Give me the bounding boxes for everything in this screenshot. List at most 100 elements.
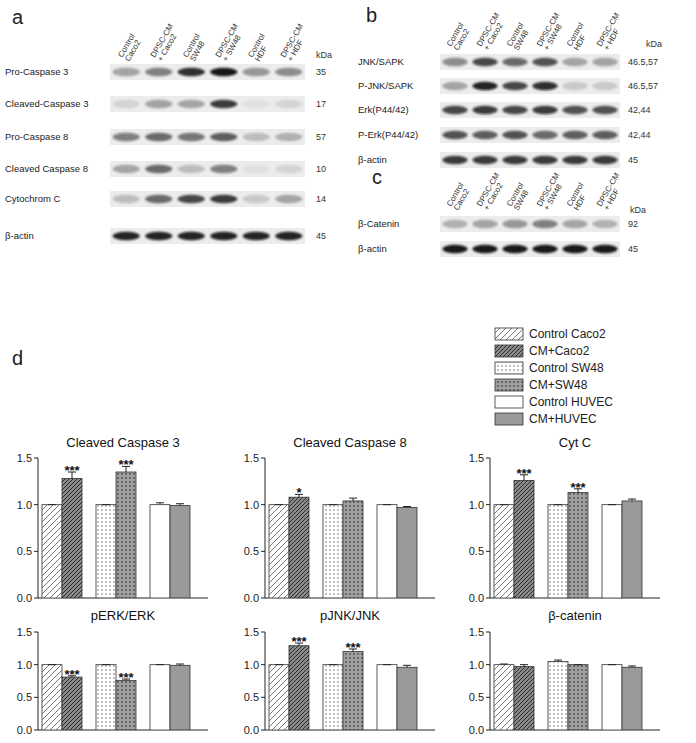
bar-pattern	[96, 505, 116, 598]
legend-swatch-pattern	[495, 379, 523, 391]
y-tick	[34, 730, 38, 731]
y-tick-label: 1.0	[244, 499, 259, 511]
band	[178, 165, 205, 173]
row-label: Erk(P44/42)	[358, 104, 409, 115]
plot-area	[42, 664, 190, 730]
band	[145, 100, 172, 108]
y-tick	[34, 598, 38, 599]
significance: ***	[118, 457, 134, 472]
y-tick-label: 0.0	[17, 724, 32, 736]
legend: Control Caco2CM+Caco2Control SW48CM+SW48…	[495, 327, 613, 426]
band	[502, 245, 527, 253]
error-bar	[176, 504, 184, 506]
significance: ***	[64, 463, 80, 478]
error-bar	[176, 664, 184, 665]
band	[113, 100, 140, 108]
membrane-strip	[440, 127, 620, 143]
y-tick-label: 1.5	[469, 452, 484, 464]
band	[275, 68, 302, 76]
bar-pattern	[269, 665, 289, 730]
bar	[602, 665, 622, 730]
band	[275, 100, 302, 108]
membrane-strip	[110, 64, 305, 80]
bar-chart: Cleaved Caspase 80.00.51.01.5*	[244, 435, 435, 604]
y-tick	[34, 697, 38, 698]
lane-header-line: + Caco2	[482, 21, 505, 52]
error-bar	[48, 504, 56, 505]
bar	[494, 665, 514, 730]
bar-pattern	[62, 479, 82, 598]
bar	[514, 667, 534, 730]
significance: ***	[118, 670, 134, 685]
error-bar	[520, 665, 528, 667]
significance: ***	[291, 634, 307, 649]
y-axis	[38, 632, 39, 730]
significance: ***	[516, 466, 532, 481]
plot-area	[269, 643, 417, 730]
lane-header: ControlSW48	[181, 32, 209, 63]
legend-label: CM+Caco2	[529, 344, 590, 358]
kda-label: 45	[628, 244, 638, 254]
row-label: P-JNK/SAPK	[358, 80, 414, 91]
lane-header: ControlCaco2	[116, 32, 144, 63]
band	[210, 100, 237, 108]
y-tick-label: 0.5	[17, 691, 32, 703]
band	[113, 232, 140, 240]
plot-area	[42, 466, 190, 598]
row-label: Cleaved-Caspase 3	[5, 98, 88, 109]
bar-pattern	[548, 505, 568, 598]
bar-chart: Cleaved Caspase 30.00.51.01.5******	[17, 435, 208, 604]
band	[532, 131, 557, 139]
chart-title: Cyt C	[559, 435, 592, 450]
kda-label: 57	[316, 132, 326, 142]
band	[502, 156, 527, 164]
band	[442, 106, 467, 114]
chart-title: pJNK/JNK	[320, 608, 380, 623]
y-tick	[486, 730, 490, 731]
lane-header: ControlCaco2	[445, 181, 473, 212]
bar	[116, 472, 136, 598]
y-tick	[486, 598, 490, 599]
kda-label: 42,44	[628, 105, 651, 115]
figure: aControlCaco2DPSC-CM+ Caco2ControlSW48DP…	[0, 0, 696, 743]
lane-header-line: HDF	[253, 44, 269, 63]
y-tick	[486, 697, 490, 698]
bar	[269, 505, 289, 598]
band	[113, 195, 140, 203]
error-bar	[628, 499, 636, 501]
y-axis	[38, 458, 39, 598]
band	[210, 232, 237, 240]
chart-title: Cleaved Caspase 8	[293, 435, 406, 450]
band	[592, 131, 617, 139]
y-axis	[265, 458, 266, 598]
y-tick	[486, 504, 490, 505]
bar	[170, 506, 190, 598]
band	[502, 58, 527, 66]
y-tick-label: 1.0	[17, 499, 32, 511]
y-tick	[486, 632, 490, 633]
lane-header: ControlSW48	[505, 21, 533, 52]
band	[210, 133, 237, 141]
error-bar	[156, 503, 164, 505]
band	[243, 133, 270, 141]
kda-label: 35	[316, 67, 326, 77]
lane-header: DPSC-CM+ Caco2	[149, 22, 183, 63]
bar	[170, 665, 190, 730]
row-label: Cleaved Caspase 8	[5, 163, 88, 174]
band	[562, 245, 587, 253]
lane-header: ControlHDF	[565, 21, 593, 52]
y-tick-label: 0.0	[244, 592, 259, 604]
error-bar	[48, 664, 56, 665]
band	[472, 220, 497, 228]
band	[532, 245, 557, 253]
band	[592, 156, 617, 164]
band	[145, 68, 172, 76]
lane-header-line: HDF	[572, 33, 588, 52]
membrane-strip	[110, 129, 305, 145]
bar	[622, 501, 642, 598]
bar	[323, 505, 343, 598]
y-tick	[34, 551, 38, 552]
lane-header: DPSC-CM+ SW48	[535, 171, 569, 212]
band	[562, 156, 587, 164]
row-label: Pro-Caspase 3	[5, 66, 68, 77]
